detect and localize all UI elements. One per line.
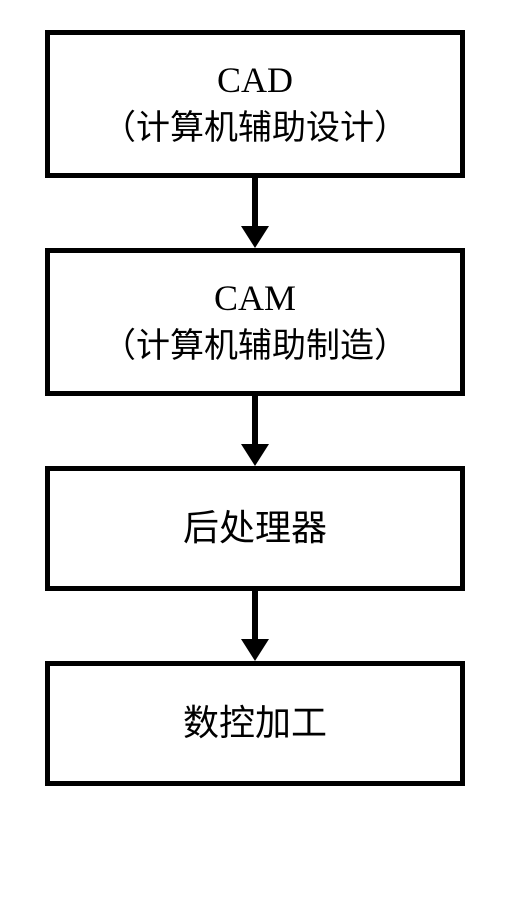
arrow-shape <box>252 178 258 248</box>
arrow-shape <box>252 591 258 661</box>
arrow-head-icon <box>241 444 269 466</box>
flow-node-cnc: 数控加工 <box>45 661 465 786</box>
arrow-2 <box>45 396 465 466</box>
flowchart-container: CAD （计算机辅助设计） CAM （计算机辅助制造） 后处理器 数控加工 <box>45 30 465 786</box>
arrow-line <box>252 591 258 639</box>
arrow-3 <box>45 591 465 661</box>
arrow-1 <box>45 178 465 248</box>
flow-node-postprocessor: 后处理器 <box>45 466 465 591</box>
node-subtitle: （计算机辅助制造） <box>102 323 408 371</box>
node-title: CAD <box>217 55 293 105</box>
node-title: 后处理器 <box>183 503 327 553</box>
node-title: CAM <box>214 273 296 323</box>
arrow-line <box>252 178 258 226</box>
arrow-shape <box>252 396 258 466</box>
arrow-head-icon <box>241 639 269 661</box>
arrow-line <box>252 396 258 444</box>
node-subtitle: （计算机辅助设计） <box>102 105 408 153</box>
arrow-head-icon <box>241 226 269 248</box>
flow-node-cad: CAD （计算机辅助设计） <box>45 30 465 178</box>
flow-node-cam: CAM （计算机辅助制造） <box>45 248 465 396</box>
node-title: 数控加工 <box>183 698 327 748</box>
